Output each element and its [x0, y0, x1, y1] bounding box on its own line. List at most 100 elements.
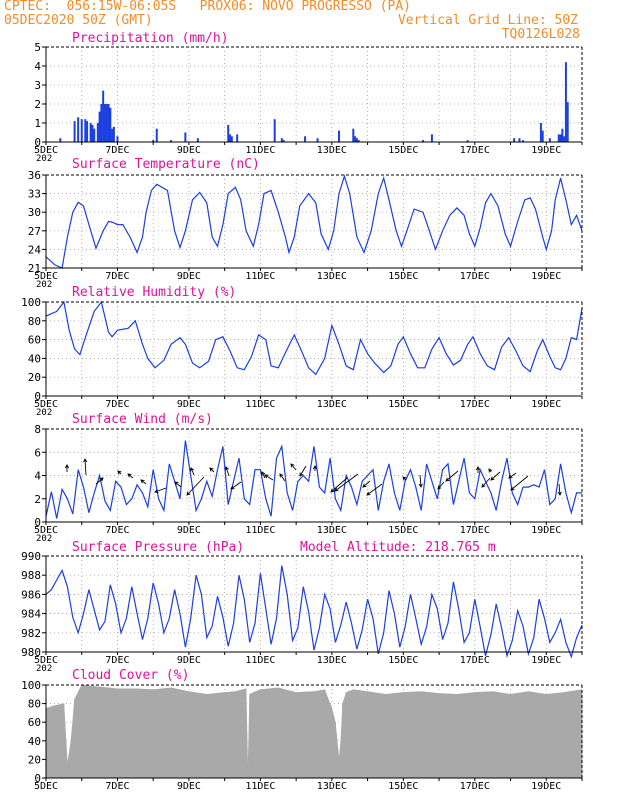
- precip-bar: [466, 140, 469, 142]
- precip-bar: [559, 134, 562, 142]
- wind-arrow: [95, 477, 104, 485]
- x-tick-label: 17DEC: [460, 781, 490, 792]
- x-tick-label: 15DEC: [388, 399, 418, 410]
- wind-arrow: [127, 473, 134, 479]
- x-year-label: 202: [36, 408, 52, 418]
- precip-bar: [105, 104, 108, 142]
- y-tick-label: 36: [28, 169, 41, 182]
- x-year-label: 202: [36, 154, 52, 164]
- y-tick-label: 5: [34, 41, 41, 54]
- x-tick-label: 7DEC: [105, 655, 129, 666]
- precip-bar: [170, 140, 173, 142]
- precip-bar: [566, 102, 569, 142]
- x-tick-label: 11DEC: [245, 271, 275, 282]
- y-tick-label: 20: [28, 371, 41, 384]
- precip-bar: [280, 138, 283, 142]
- wind-arrow: [290, 463, 297, 471]
- wind-arrow: [140, 479, 147, 485]
- y-tick-label: 2: [34, 493, 41, 506]
- precip-bar: [541, 130, 544, 142]
- y-tick-label: 0: [34, 136, 41, 149]
- x-tick-label: 5DEC: [34, 399, 58, 410]
- precip-bar: [77, 117, 80, 142]
- wind-arrowhead: [508, 474, 513, 479]
- precip-bar: [227, 124, 230, 142]
- precip-bar: [107, 104, 110, 142]
- wind-arrow: [299, 465, 307, 477]
- wind-arrow: [190, 467, 195, 476]
- wind-arrow: [490, 471, 501, 481]
- wind-arrowhead: [186, 491, 191, 496]
- y-tick-label: 33: [28, 188, 41, 201]
- y-tick-label: 24: [28, 243, 42, 256]
- y-tick-label: 1: [34, 117, 41, 130]
- wind-arrowhead: [190, 467, 195, 472]
- precip-bar: [236, 134, 239, 142]
- x-tick-label: 11DEC: [245, 655, 275, 666]
- x-tick-label: 13DEC: [317, 525, 347, 536]
- x-tick-label: 5DEC: [34, 655, 58, 666]
- x-tick-label: 19DEC: [531, 399, 561, 410]
- y-tick-label: 4: [34, 60, 41, 73]
- x-tick-label: 5DEC: [34, 271, 58, 282]
- x-tick-label: 17DEC: [460, 271, 490, 282]
- y-tick-label: 30: [28, 206, 41, 219]
- precip-bar: [152, 140, 155, 142]
- wind-arrow: [174, 481, 182, 488]
- series-line: [45, 174, 583, 269]
- y-tick-label: 982: [21, 627, 41, 640]
- wind-arrowhead: [475, 466, 481, 471]
- precip-bar: [518, 138, 521, 142]
- y-tick-label: 27: [28, 225, 41, 238]
- wind-arrowhead: [481, 483, 486, 488]
- y-tick-label: 60: [28, 334, 41, 347]
- precip-bar: [98, 111, 101, 142]
- x-tick-label: 11DEC: [245, 399, 275, 410]
- precip-bar: [155, 128, 158, 142]
- precip-bar: [184, 132, 187, 142]
- precip-bar: [89, 123, 92, 142]
- precip-bar: [316, 138, 319, 142]
- precip-bar: [112, 126, 115, 142]
- precip-bar: [96, 123, 99, 142]
- precip-bar: [430, 134, 433, 142]
- precip-bar: [84, 119, 87, 142]
- wind-arrow: [508, 472, 517, 479]
- y-tick-label: 3: [34, 79, 41, 92]
- precip-bar: [563, 136, 566, 142]
- wind-arrowhead: [140, 479, 145, 484]
- header-init-date: 05DEC2020 50Z (GMT): [4, 13, 153, 28]
- x-tick-label: 11DEC: [245, 781, 275, 792]
- y-tick-label: 988: [21, 569, 41, 582]
- wind-arrow: [445, 470, 459, 482]
- wind-arrowhead: [362, 483, 367, 488]
- wind-arrowhead: [83, 458, 88, 463]
- x-tick-label: 9DEC: [177, 525, 201, 536]
- series-line: [45, 440, 582, 519]
- precip-bar: [91, 124, 94, 142]
- wind-arrow: [230, 481, 242, 490]
- x-tick-label: 11DEC: [245, 145, 275, 156]
- panel-title: Surface Wind (m/s): [72, 412, 213, 427]
- precip-bar: [73, 121, 76, 142]
- precip-bar: [229, 134, 232, 142]
- wind-arrow: [209, 467, 215, 473]
- header-location: CPTEC: 056:15W-06:05S PROX06: NOVO PROGR…: [4, 0, 411, 14]
- wind-arrow: [264, 474, 274, 481]
- wind-arrowhead: [209, 467, 214, 472]
- wind-arrowhead: [127, 473, 132, 478]
- wind-arrow: [334, 473, 359, 492]
- wind-arrow: [186, 476, 205, 496]
- y-tick-label: 40: [28, 735, 41, 748]
- wind-arrow: [419, 474, 422, 488]
- x-tick-label: 7DEC: [105, 399, 129, 410]
- precip-bar: [111, 128, 114, 142]
- y-tick-label: 100: [21, 679, 41, 692]
- x-tick-label: 15DEC: [388, 271, 418, 282]
- x-tick-label: 15DEC: [388, 525, 418, 536]
- precip-bar: [80, 119, 83, 142]
- panel-5: 980 982 984 986 988 990 5DEC 7DEC 9DEC 11DEC 13DEC…: [21, 540, 583, 674]
- wind-arrowhead: [402, 476, 407, 481]
- x-tick-label: 9DEC: [177, 781, 201, 792]
- precip-bar: [102, 90, 105, 142]
